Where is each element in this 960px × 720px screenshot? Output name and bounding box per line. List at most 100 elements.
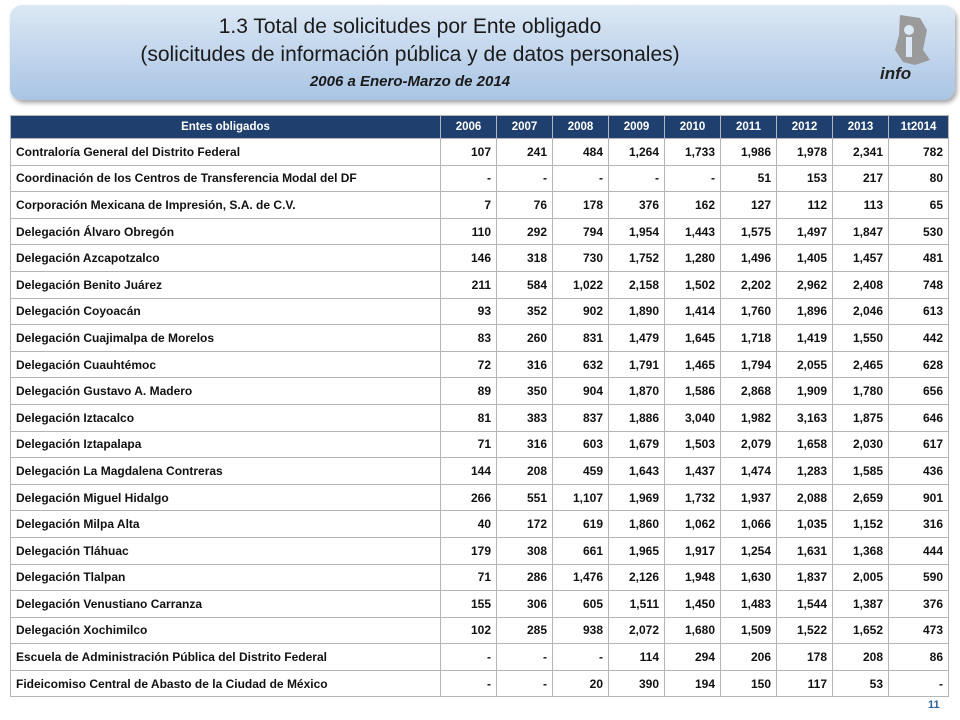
cell: 2,079 bbox=[720, 430, 777, 459]
cell: 1,679 bbox=[608, 430, 665, 459]
cell: 71 bbox=[440, 563, 497, 592]
cell: 155 bbox=[440, 590, 497, 618]
column-header: 2009 bbox=[608, 115, 665, 139]
table-row: Delegación Cuajimalpa de Morelos 83 260 831… bbox=[10, 324, 949, 352]
cell: 1,414 bbox=[664, 297, 721, 326]
cell: 1,890 bbox=[608, 297, 665, 326]
entity-name: Delegación Cuauhtémoc bbox=[10, 350, 441, 379]
cell: 3,040 bbox=[664, 403, 721, 432]
table-row: Fideicomiso Central de Abasto de la Ciud… bbox=[10, 669, 949, 698]
cell: 605 bbox=[552, 590, 609, 618]
cell: 1,474 bbox=[720, 457, 777, 485]
cell: 590 bbox=[888, 563, 949, 592]
column-header: 2011 bbox=[720, 115, 777, 139]
entity-name: Delegación Benito Juárez bbox=[10, 270, 441, 299]
entity-name: Corporación Mexicana de Impresión, S.A. … bbox=[10, 191, 441, 219]
cell: 266 bbox=[440, 483, 497, 512]
cell: 308 bbox=[496, 536, 553, 565]
table-row: Delegación Venustiano Carranza 155 306 605 1… bbox=[10, 590, 949, 618]
cell: 1,658 bbox=[776, 430, 833, 459]
table-row: Delegación Azcapotzalco 146 318 730 1,752 1,2… bbox=[10, 244, 949, 272]
cell: 1,457 bbox=[832, 244, 889, 272]
cell: 1,405 bbox=[776, 244, 833, 272]
column-header: 2010 bbox=[664, 115, 721, 139]
cell: 286 bbox=[496, 563, 553, 592]
cell: - bbox=[440, 669, 497, 698]
cell: 1,264 bbox=[608, 138, 665, 166]
cell: 350 bbox=[496, 377, 553, 405]
cell: 40 bbox=[440, 510, 497, 538]
cell: 1,680 bbox=[664, 616, 721, 645]
cell: 782 bbox=[888, 138, 949, 166]
cell: 1,476 bbox=[552, 563, 609, 592]
cell: 628 bbox=[888, 350, 949, 379]
cell: 1,837 bbox=[776, 563, 833, 592]
cell: 178 bbox=[776, 643, 833, 671]
cell: 1,066 bbox=[720, 510, 777, 538]
cell: 584 bbox=[496, 270, 553, 299]
column-header: Entes obligados bbox=[10, 115, 441, 139]
cell: 352 bbox=[496, 297, 553, 326]
cell: 1,465 bbox=[664, 350, 721, 379]
cell: 1,860 bbox=[608, 510, 665, 538]
cell: 1,982 bbox=[720, 403, 777, 432]
cell: 146 bbox=[440, 244, 497, 272]
cell: 1,896 bbox=[776, 297, 833, 326]
cell: 179 bbox=[440, 536, 497, 565]
cell: 241 bbox=[496, 138, 553, 166]
entity-name: Delegación Milpa Alta bbox=[10, 510, 441, 538]
entity-name: Delegación Azcapotzalco bbox=[10, 244, 441, 272]
cell: 51 bbox=[720, 164, 777, 193]
cell: 1,909 bbox=[776, 377, 833, 405]
cell: 3,163 bbox=[776, 403, 833, 432]
entity-name: Delegación Tláhuac bbox=[10, 536, 441, 565]
cell: 2,046 bbox=[832, 297, 889, 326]
cell: 390 bbox=[608, 669, 665, 698]
cell: 1,283 bbox=[776, 457, 833, 485]
cell: 144 bbox=[440, 457, 497, 485]
cell: 2,126 bbox=[608, 563, 665, 592]
cell: 1,954 bbox=[608, 217, 665, 246]
cell: 481 bbox=[888, 244, 949, 272]
entity-name: Delegación Miguel Hidalgo bbox=[10, 483, 441, 512]
cell: 2,030 bbox=[832, 430, 889, 459]
entity-name: Delegación Tlalpan bbox=[10, 563, 441, 592]
cell: 1,550 bbox=[832, 324, 889, 352]
cell: 1,937 bbox=[720, 483, 777, 512]
cell: - bbox=[608, 164, 665, 193]
cell: 150 bbox=[720, 669, 777, 698]
cell: 71 bbox=[440, 430, 497, 459]
title: 1.3 Total de solicitudes por Ente obliga… bbox=[218, 15, 602, 38]
cell: 260 bbox=[496, 324, 553, 352]
cell: 1,483 bbox=[720, 590, 777, 618]
cell: 1,630 bbox=[720, 563, 777, 592]
cell: 107 bbox=[440, 138, 497, 166]
cell: 1,107 bbox=[552, 483, 609, 512]
cell: 1,978 bbox=[776, 138, 833, 166]
cell: 172 bbox=[496, 510, 553, 538]
period: 2006 a Enero-Marzo de 2014 bbox=[309, 73, 511, 90]
cell: 632 bbox=[552, 350, 609, 379]
cell: 65 bbox=[888, 191, 949, 219]
logo bbox=[895, 15, 930, 65]
cell: 2,088 bbox=[776, 483, 833, 512]
table-row: Delegación Xochimilco 102 285 938 2,072 1,680… bbox=[10, 616, 949, 645]
cell: 617 bbox=[888, 430, 949, 459]
cell: 1,760 bbox=[720, 297, 777, 326]
cell: 1,437 bbox=[664, 457, 721, 485]
cell: 1,780 bbox=[832, 377, 889, 405]
cell: 1,986 bbox=[720, 138, 777, 166]
cell: 211 bbox=[440, 270, 497, 299]
entity-name: Coordinación de los Centros de Transfere… bbox=[10, 164, 441, 193]
cell: 53 bbox=[832, 669, 889, 698]
cell: 794 bbox=[552, 217, 609, 246]
entity-name: Delegación Coyoacán bbox=[10, 297, 441, 326]
cell: 646 bbox=[888, 403, 949, 432]
cell: 1,718 bbox=[720, 324, 777, 352]
cell: - bbox=[496, 643, 553, 671]
cell: 1,450 bbox=[664, 590, 721, 618]
entity-name: Delegación Cuajimalpa de Morelos bbox=[10, 324, 441, 352]
cell: 153 bbox=[776, 164, 833, 193]
cell: 206 bbox=[720, 643, 777, 671]
cell: 178 bbox=[552, 191, 609, 219]
